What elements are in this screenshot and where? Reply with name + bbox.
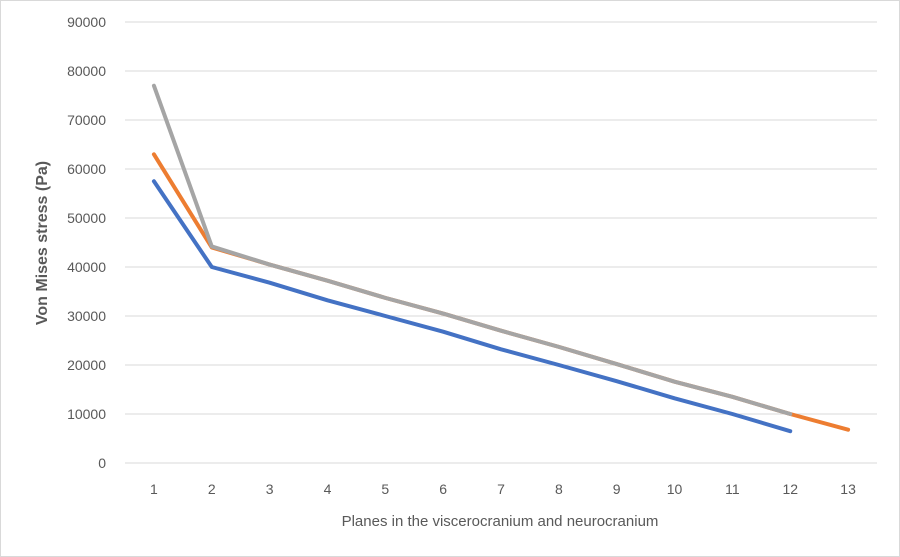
y-tick-label: 0	[98, 455, 106, 471]
y-tick-label: 10000	[67, 406, 106, 422]
y-tick-label: 50000	[67, 210, 106, 226]
x-tick-label: 12	[782, 481, 798, 497]
y-tick-labels: 0 10000 20000 30000 40000 50000 60000 70000 8000…	[67, 14, 106, 471]
y-tick-label: 70000	[67, 112, 106, 128]
x-axis-title: Planes in the viscerocranium and neurocr…	[342, 513, 659, 530]
series-line-3	[151, 83, 793, 416]
y-axis-title: Von Mises stress (Pa)	[34, 161, 51, 325]
x-tick-label: 10	[667, 481, 683, 497]
x-tick-label: 9	[613, 481, 621, 497]
x-tick-label: 4	[324, 481, 332, 497]
y-tick-label: 80000	[67, 63, 106, 79]
x-tick-label: 6	[439, 481, 447, 497]
series-line-2	[151, 152, 851, 432]
y-tick-label: 60000	[67, 161, 106, 177]
x-tick-label: 13	[840, 481, 856, 497]
x-tick-label: 7	[497, 481, 505, 497]
y-tick-label: 40000	[67, 259, 106, 275]
y-tick-label: 20000	[67, 357, 106, 373]
x-tick-label: 5	[381, 481, 389, 497]
x-tick-label: 1	[150, 481, 158, 497]
gridlines	[125, 21, 877, 464]
y-tick-label: 90000	[67, 14, 106, 30]
x-tick-label: 11	[725, 481, 740, 497]
x-tick-label: 3	[266, 481, 274, 497]
series-line-1	[151, 179, 793, 434]
x-tick-label: 2	[208, 481, 216, 497]
x-tick-label: 8	[555, 481, 563, 497]
series-lines	[151, 83, 851, 434]
x-tick-labels: 1 2 3 4 5 6 7 8 9 10 11 12 13	[150, 481, 856, 497]
y-tick-label: 30000	[67, 308, 106, 324]
